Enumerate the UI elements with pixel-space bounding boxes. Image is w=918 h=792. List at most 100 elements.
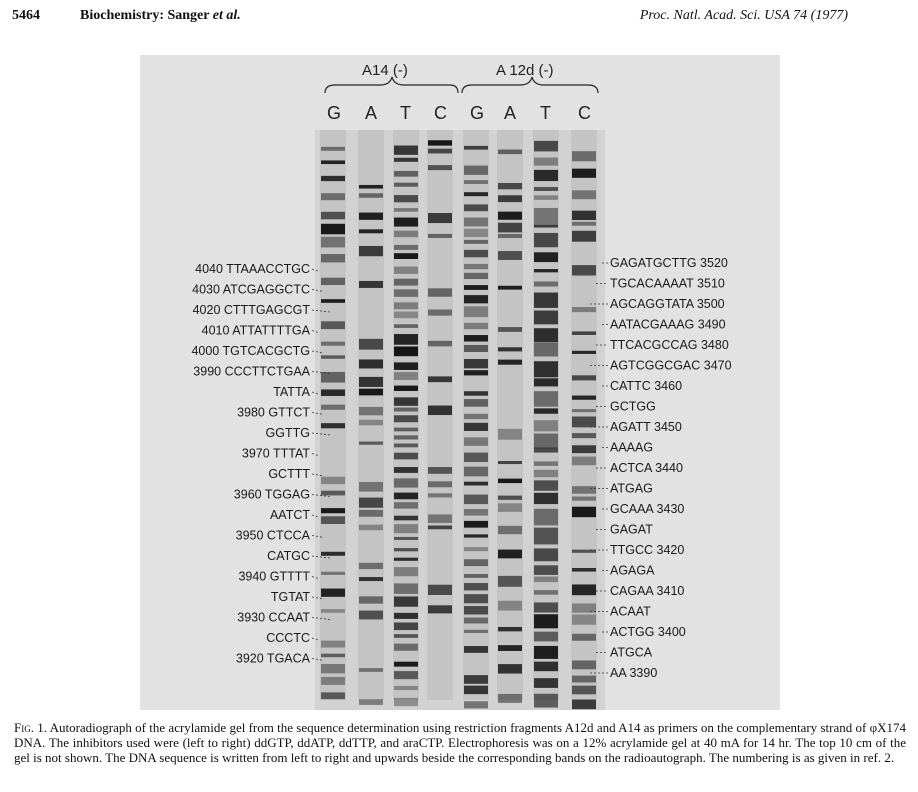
right-seq-row: ACTCA 3440	[610, 461, 683, 475]
gel-band	[572, 395, 596, 400]
left-seq-row: GGTTG	[266, 426, 310, 440]
gel-band	[534, 281, 558, 287]
gel-band	[572, 416, 596, 428]
leader-line	[311, 309, 331, 313]
gel-band	[498, 503, 522, 512]
gel-band	[321, 490, 345, 496]
gel-band	[498, 626, 522, 632]
right-seq-row: GAGAT	[610, 523, 653, 537]
gel-band	[464, 520, 488, 528]
gel-band	[498, 495, 522, 500]
gel-band	[359, 338, 383, 350]
gel-band	[572, 584, 596, 596]
gel-band	[428, 288, 452, 297]
gel-band	[464, 192, 488, 197]
gel-band	[394, 311, 418, 319]
gel-band	[394, 208, 418, 212]
gel-band	[321, 389, 345, 396]
gel-band	[428, 525, 452, 530]
gel-band	[321, 508, 345, 514]
right-seq-row: ATGAG	[610, 482, 653, 496]
gel-band	[394, 385, 418, 391]
gel-band	[464, 559, 488, 567]
gel-band	[498, 549, 522, 559]
gel-band	[359, 376, 383, 387]
gel-band	[534, 140, 558, 152]
left-seq-row: CATGC	[267, 549, 310, 563]
gel-band	[534, 169, 558, 182]
gel-band	[321, 516, 345, 524]
right-sequence: GAGATGCTTG 3520 TGCACAAAAT 3510 AGCAGGTATA…	[610, 256, 732, 680]
gel-band	[464, 145, 488, 150]
gel-band	[464, 466, 488, 477]
gel-band	[394, 643, 418, 651]
gel-band	[572, 151, 596, 162]
gel-band	[464, 413, 488, 420]
gel-band	[534, 328, 558, 343]
gel-band	[394, 612, 418, 619]
gel-band	[572, 456, 596, 466]
gel-band	[359, 280, 383, 288]
gel-band	[464, 285, 488, 290]
gel-band	[464, 547, 488, 552]
gel-band	[572, 567, 596, 572]
gel-band	[359, 359, 383, 369]
gel-band	[498, 428, 522, 440]
gel-band	[394, 452, 418, 460]
gel-band	[534, 195, 558, 200]
gel-band	[498, 461, 522, 465]
gel-band	[428, 233, 452, 238]
gel-band	[464, 180, 488, 184]
left-seq-row: 3970 TTTAT	[242, 447, 310, 461]
gel-band	[464, 701, 488, 709]
gel-band	[394, 583, 418, 594]
left-seq-row: 3950 CTCCA	[236, 529, 311, 543]
gel-band	[428, 309, 452, 316]
gel-band	[464, 685, 488, 695]
gel-band	[428, 405, 452, 416]
gel-band	[321, 476, 345, 485]
leader-line	[311, 617, 331, 620]
gel-band	[394, 697, 418, 707]
left-seq-row: 3920 TGACA	[236, 652, 311, 666]
gel-band	[572, 603, 596, 613]
gel-band	[572, 221, 596, 226]
gel-band	[534, 391, 558, 407]
gel-band	[498, 327, 522, 332]
gel-band	[534, 492, 558, 505]
gel-band	[534, 342, 558, 357]
gel-band	[394, 596, 418, 607]
left-seq-row: CCCTC	[266, 631, 310, 645]
gel-band	[321, 404, 345, 410]
gel-band	[394, 567, 418, 577]
gel-band	[359, 229, 383, 234]
gel-band	[428, 340, 452, 347]
gel-band	[394, 372, 418, 380]
gel-band	[534, 252, 558, 263]
gel-band	[394, 622, 418, 631]
gel-band	[359, 596, 383, 604]
gel-band	[572, 486, 596, 494]
gel-band	[359, 509, 383, 517]
gel-band	[394, 278, 418, 286]
gel-band	[534, 693, 558, 708]
group-label-a12d: A 12d (-)	[496, 62, 554, 79]
gel-band	[464, 391, 488, 396]
gel-band	[394, 407, 418, 412]
gel-band	[464, 370, 488, 376]
gel-band	[498, 600, 522, 611]
caption-label: Fig. 1.	[14, 720, 48, 735]
journal-citation: Proc. Natl. Acad. Sci. USA 74 (1977)	[639, 8, 848, 23]
running-head-authors: Sanger	[167, 8, 210, 23]
lane-label: T	[540, 103, 551, 123]
lane-label: A	[365, 103, 377, 123]
gel-band	[464, 452, 488, 462]
left-seq-row: AATCT	[270, 508, 310, 522]
running-head-section: Biochemistry:	[80, 8, 164, 23]
right-seq-row: GCAAA 3430	[610, 502, 684, 516]
gel-lane	[571, 130, 597, 700]
group-label-a14: A14 (-)	[362, 62, 408, 79]
gel-band	[464, 606, 488, 615]
gel-band	[498, 693, 522, 703]
gel-band	[394, 685, 418, 691]
